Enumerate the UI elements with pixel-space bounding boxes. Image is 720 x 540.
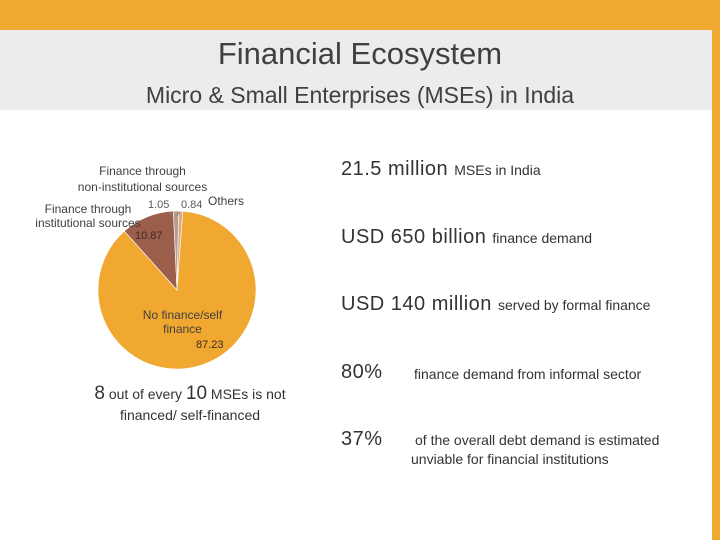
stat-formal-finance: USD 140 million served by formal finance (341, 293, 650, 316)
stat-percent-unviable-desc: of the overall debt demand is estimated … (411, 432, 659, 467)
pie-caption: 8 out of every 10 MSEs is not financed/ … (40, 383, 340, 423)
top-accent-band (0, 0, 720, 30)
caption-number-8: 8 (94, 383, 105, 404)
slice-label-line: non-institutional sources (77, 180, 208, 194)
stat-value: USD 140 million (341, 293, 492, 315)
slice-label-line: Finance through (99, 164, 186, 178)
leader-line-noninstitutional (169, 211, 173, 217)
slice-label-line: Others (208, 194, 245, 208)
slice-label-line: finance (163, 322, 202, 336)
stat-label: MSEs in India (454, 162, 541, 178)
caption-text: out of every (108, 386, 182, 402)
slice-value-noninstitutional: 1.05 (148, 199, 170, 211)
caption-line-2: financed/ self-financed (119, 407, 261, 423)
stat-desc-line: of the overall debt demand is estimated (415, 432, 660, 448)
leader-line-others (176, 211, 180, 217)
slice-label-no-finance: No finance/self finance (130, 308, 235, 336)
slice-label-others: Others (208, 194, 244, 208)
stat-label: served by formal finance (497, 297, 651, 313)
stat-value: 21.5 million (341, 158, 449, 180)
stat-desc-line: unviable for financial institutions (411, 451, 609, 467)
caption-number-10: 10 (185, 383, 208, 404)
stat-value: USD 650 billion (341, 226, 487, 248)
page-subtitle: Micro & Small Enterprises (MSEs) in Indi… (145, 82, 575, 108)
slice-label-noninstitutional: Finance through non-institutional source… (70, 164, 215, 194)
slice-label-line: institutional sources (35, 216, 141, 230)
slice-label-line: Finance through (44, 202, 132, 216)
caption-text: MSEs is not (210, 386, 286, 402)
stat-percent-informal-desc: finance demand from informal sector (414, 366, 642, 382)
stat-label: finance demand (492, 230, 593, 246)
stat-finance-demand: USD 650 billion finance demand (341, 226, 592, 249)
slice-noninstitutional (173, 210, 179, 291)
stat-percent-unviable: 37% (341, 428, 383, 450)
title-bar (0, 30, 720, 110)
slice-label-line: No finance/self (142, 308, 223, 322)
slice-label-institutional: Finance through institutional sources (28, 202, 148, 230)
slice-value-institutional: 10.87 (135, 230, 163, 242)
stat-msme-count: 21.5 million MSEs in India (341, 158, 541, 181)
caption-line-1: 8 out of every 10 MSEs is not (40, 383, 340, 405)
stat-percent-informal: 80% (341, 361, 383, 383)
slice-value-no-finance: 87.23 (196, 339, 224, 351)
slice-value-others: 0.84 (181, 199, 203, 211)
page-title: Financial Ecosystem (217, 36, 503, 71)
right-accent-band (712, 30, 720, 540)
